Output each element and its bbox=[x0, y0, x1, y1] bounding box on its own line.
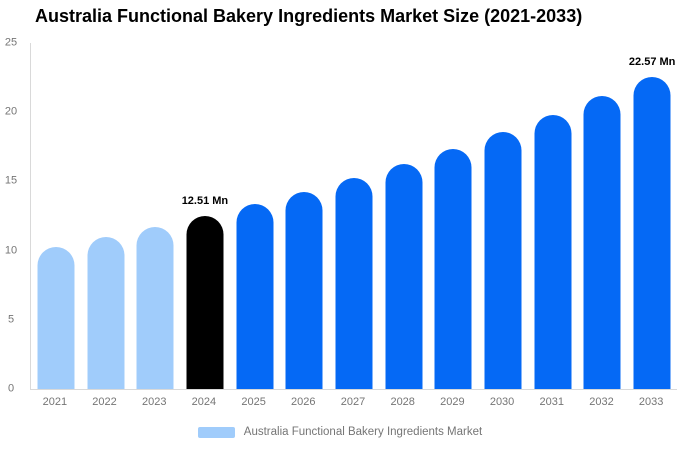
legend: Australia Functional Bakery Ingredients … bbox=[0, 426, 680, 438]
bar-2032 bbox=[583, 96, 621, 389]
x-axis-label-2031: 2031 bbox=[539, 396, 565, 408]
x-axis-label-2022: 2022 bbox=[92, 396, 117, 408]
x-axis-label-2029: 2029 bbox=[440, 396, 465, 408]
y-axis-label-15: 15 bbox=[4, 174, 18, 187]
bar-2033 bbox=[633, 76, 671, 389]
legend-item-0[interactable]: Australia Functional Bakery Ingredients … bbox=[197, 426, 483, 438]
x-axis-label-2026: 2026 bbox=[291, 396, 316, 408]
bar-2028 bbox=[385, 163, 423, 389]
plot-area: 12.51 Mn 22.57 Mn bbox=[30, 43, 677, 390]
chart-title: Australia Functional Bakery Ingredients … bbox=[35, 6, 583, 26]
x-axis-label-2030: 2030 bbox=[489, 396, 515, 408]
y-axis-label-10: 10 bbox=[4, 244, 18, 257]
bar-value-label-2024: 12.51 Mn bbox=[181, 194, 229, 207]
x-axis-label-2021: 2021 bbox=[42, 396, 68, 408]
x-axis-label-2023: 2023 bbox=[141, 396, 167, 408]
bar-2025 bbox=[236, 204, 274, 389]
x-axis-label-2033: 2033 bbox=[638, 396, 664, 408]
legend-label: Australia Functional Bakery Ingredients … bbox=[243, 426, 483, 438]
y-axis-label-0: 0 bbox=[7, 382, 15, 395]
y-axis-label-5: 5 bbox=[7, 313, 15, 326]
x-axis-label-2025: 2025 bbox=[241, 396, 266, 408]
x-axis-label-2024: 2024 bbox=[191, 396, 217, 408]
y-axis-label-25: 25 bbox=[4, 36, 18, 49]
bar-2031 bbox=[534, 114, 572, 389]
bar-2024 bbox=[186, 215, 224, 389]
bar-2029 bbox=[434, 148, 472, 389]
x-axis-label-2028: 2028 bbox=[390, 396, 415, 408]
bar-value-label-2033: 22.57 Mn bbox=[628, 55, 676, 68]
y-axis: 0 5 10 15 20 25 bbox=[0, 37, 22, 394]
bar-2022 bbox=[87, 237, 125, 389]
bar-2030 bbox=[484, 132, 522, 389]
bar-2027 bbox=[335, 178, 373, 389]
bar-2021 bbox=[37, 246, 75, 389]
bar-2026 bbox=[285, 191, 323, 389]
x-axis-label-2032: 2032 bbox=[589, 396, 614, 408]
y-axis-label-20: 20 bbox=[4, 105, 18, 118]
legend-swatch bbox=[197, 426, 235, 438]
x-axis-label-2027: 2027 bbox=[340, 396, 366, 408]
bar-2023 bbox=[136, 226, 174, 389]
x-axis: 2021 2022 2023 2024 2025 2026 2027 2028 2029 2030… bbox=[30, 397, 676, 413]
